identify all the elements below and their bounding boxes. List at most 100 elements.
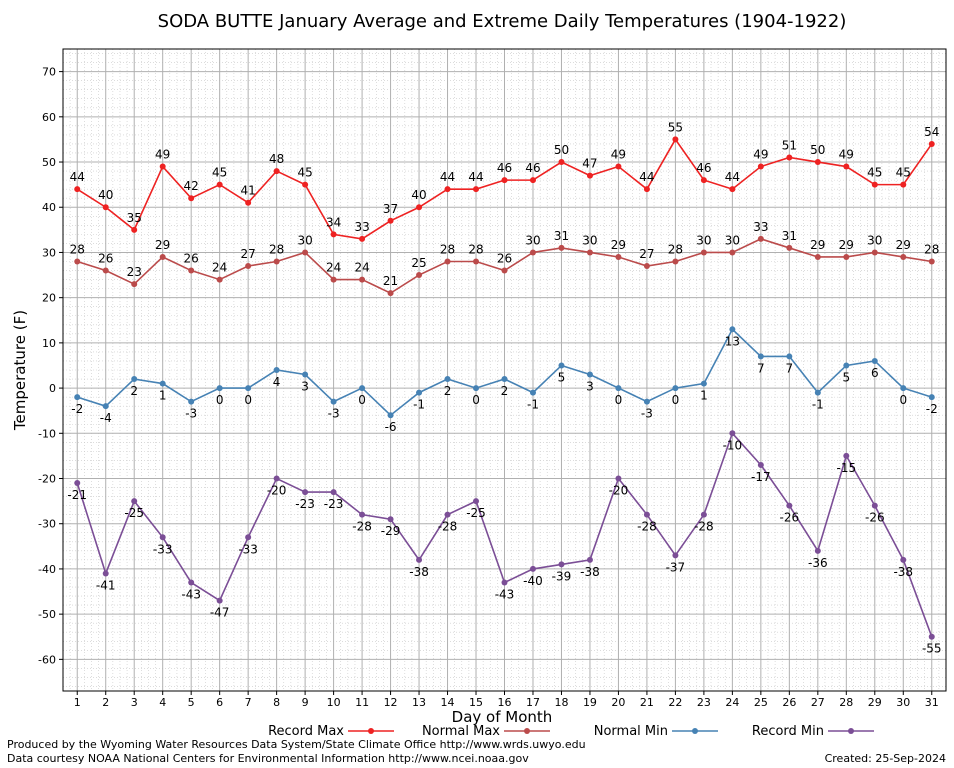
record-max-data-label: 46 [696, 161, 711, 175]
normal-min-data-label: -1 [812, 398, 824, 412]
normal-min-point [416, 389, 423, 396]
normal-min-data-label: 0 [216, 393, 224, 407]
x-tick-label: 9 [302, 696, 309, 709]
record-min-point [159, 534, 166, 541]
record-max-point [786, 154, 793, 161]
normal-min-point [786, 353, 793, 360]
x-tick-label: 4 [159, 696, 166, 709]
normal-min-data-label: 3 [586, 380, 594, 394]
record-min-data-label: -25 [466, 506, 486, 520]
normal-min-point [131, 376, 138, 383]
normal-max-data-label: 28 [668, 242, 683, 256]
record-min-data-label: -40 [523, 574, 543, 588]
x-tick-label: 11 [355, 696, 369, 709]
record-min-data-label: -33 [153, 542, 173, 556]
normal-min-data-label: 3 [301, 380, 309, 394]
normal-max-point [700, 249, 707, 256]
record-min-data-label: -15 [837, 461, 857, 475]
record-min-data-label: -47 [210, 606, 230, 620]
normal-min-point [900, 385, 907, 392]
normal-min-point [729, 326, 736, 333]
record-max-point [444, 186, 451, 193]
chart-title: SODA BUTTE January Average and Extreme D… [158, 11, 847, 32]
record-max-data-label: 44 [725, 170, 740, 184]
record-max-point [416, 204, 423, 211]
normal-max-data-label: 28 [440, 242, 455, 256]
record-min-point [102, 570, 109, 577]
normal-min-data-label: -3 [328, 407, 340, 421]
record-min-data-label: -10 [723, 438, 743, 452]
x-tick-label: 29 [868, 696, 882, 709]
legend: Record Max Normal Max Normal Min Record Min [268, 724, 874, 739]
normal-min-point [188, 398, 195, 405]
x-tick-label: 31 [925, 696, 939, 709]
record-min-point [558, 561, 565, 568]
record-min-point [700, 511, 707, 518]
normal-max-point [74, 258, 81, 265]
record-min-data-label: -25 [124, 506, 144, 520]
normal-max-data-label: 24 [212, 261, 227, 275]
normal-max-data-label: 26 [98, 252, 113, 266]
normal-min-data-label: 0 [358, 393, 366, 407]
normal-min-series: -2 -4 2 1 -3 0 0 4 3 -3 0 -6 -1 2 0 2 -1 5 3 0 -3 0 1 13 7 7 -1 5 6 0… [71, 326, 938, 434]
record-min-data-label: -28 [352, 520, 372, 534]
normal-min-data-label: -6 [385, 420, 397, 434]
legend-marker-record-min [848, 728, 854, 734]
record-max-series: 44 40 35 49 42 45 41 48 45 34 33 37 40 44 44 46 46 50 47 49… [70, 120, 939, 242]
record-min-point [871, 502, 878, 509]
normal-min-data-label: 0 [899, 393, 907, 407]
normal-max-point [330, 276, 337, 283]
normal-min-point [330, 398, 337, 405]
record-min-data-label: -28 [637, 520, 657, 534]
record-min-point [131, 498, 138, 505]
record-max-point [131, 226, 138, 233]
normal-min-point [387, 412, 394, 419]
normal-min-data-label: -3 [641, 407, 653, 421]
normal-max-data-label: 24 [354, 261, 369, 275]
record-min-point [729, 430, 736, 437]
normal-min-data-label: 0 [472, 393, 480, 407]
record-min-data-label: -20 [267, 484, 287, 498]
record-max-data-label: 49 [155, 148, 170, 162]
y-tick-label: -10 [38, 427, 56, 440]
x-tick-label: 14 [441, 696, 455, 709]
normal-min-data-label: -2 [926, 402, 938, 416]
normal-min-point [871, 357, 878, 364]
record-max-point [359, 235, 366, 242]
major-grid [63, 49, 946, 691]
normal-max-point [558, 244, 565, 251]
record-max-data-label: 44 [639, 170, 654, 184]
record-min-data-label: -41 [96, 578, 116, 592]
normal-max-point [216, 276, 223, 283]
normal-max-point [273, 258, 280, 265]
x-tick-label: 7 [245, 696, 252, 709]
x-axis-label: Day of Month [452, 708, 553, 726]
record-max-data-label: 49 [611, 148, 626, 162]
x-tick-label: 6 [216, 696, 223, 709]
record-max-data-label: 45 [297, 166, 312, 180]
y-axis-label: Temperature (F) [11, 310, 29, 431]
record-min-point [273, 475, 280, 482]
normal-max-data-label: 33 [753, 220, 768, 234]
y-tick-label: -60 [38, 653, 56, 666]
x-tick-label: 19 [583, 696, 597, 709]
record-max-point [330, 231, 337, 238]
record-max-point [473, 186, 480, 193]
normal-max-point [387, 290, 394, 297]
record-min-data-label: -28 [694, 520, 714, 534]
normal-min-point [615, 385, 622, 392]
normal-max-data-label: 30 [525, 233, 540, 247]
y-tick-label: 30 [42, 246, 56, 259]
record-min-point [216, 597, 223, 604]
y-tick-label: 60 [42, 111, 56, 124]
record-max-data-label: 33 [354, 220, 369, 234]
x-tick-label: 24 [725, 696, 739, 709]
normal-min-data-label: 1 [700, 389, 708, 403]
record-min-point [416, 556, 423, 563]
normal-max-data-label: 29 [155, 238, 170, 252]
normal-max-data-label: 27 [639, 247, 654, 261]
normal-max-data-label: 26 [184, 252, 199, 266]
normal-max-point [359, 276, 366, 283]
